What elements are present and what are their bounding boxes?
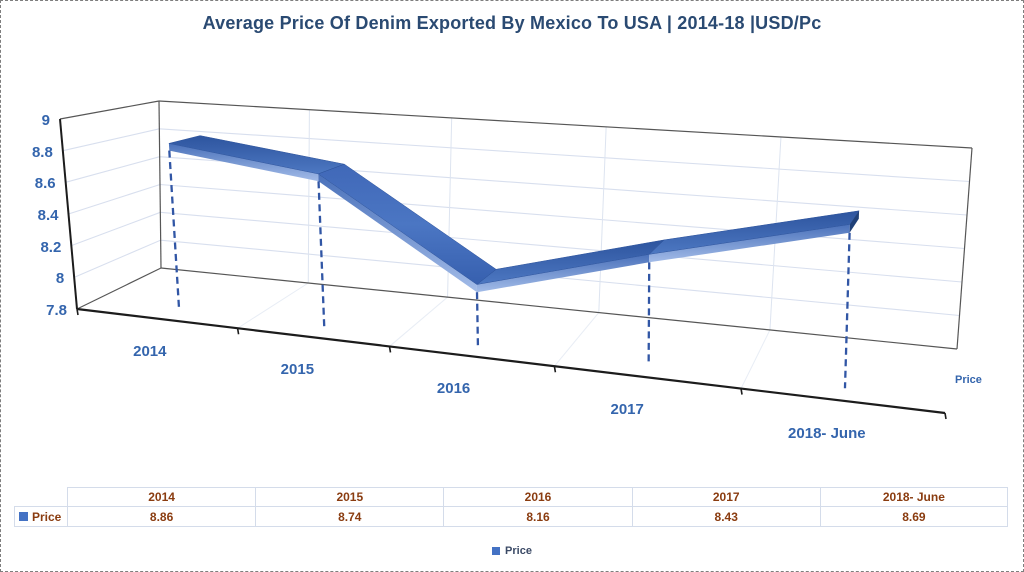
y-axis-label: 8.4 [37, 207, 59, 224]
chart-title: Average Price Of Denim Exported By Mexic… [202, 13, 822, 33]
ribbon-front-face[interactable] [168, 143, 319, 182]
table-value-cell: 8.16 [443, 506, 632, 527]
table-header-cell: 2016 [443, 487, 632, 506]
y-axis-label: 8.6 [34, 175, 56, 193]
table-corner-cell [14, 487, 67, 506]
ribbon-end-cap [849, 210, 860, 233]
chart-legend[interactable]: Price [1, 545, 1023, 557]
y-axis-label: 9 [41, 112, 50, 129]
ribbon-front-face[interactable] [649, 224, 850, 263]
x-axis-label: 2017 [610, 400, 644, 418]
table-header-cell: 2018- June [819, 487, 1008, 506]
table-header-cell: 2017 [631, 487, 820, 506]
ribbon-front-face[interactable] [318, 173, 477, 293]
y-axis-label: 7.8 [46, 302, 67, 319]
legend-label: Price [505, 545, 532, 557]
x-axis-label: 2018- June [788, 424, 866, 442]
legend-swatch-icon [492, 547, 501, 555]
y-axis-label: 8 [55, 270, 65, 288]
drop-line [647, 262, 651, 366]
table-value-cell: 8.86 [67, 506, 256, 527]
y-axis-label: 8.2 [40, 238, 62, 256]
x-axis-label: 2014 [133, 343, 167, 361]
table-row-label: Price [14, 506, 67, 527]
x-axis-label: 2016 [436, 379, 471, 397]
x-axis-label: 2015 [280, 361, 315, 379]
table-header-cell: 2014 [67, 487, 256, 506]
drop-line [475, 292, 480, 346]
table-value-cell: 8.74 [255, 506, 444, 527]
drop-line [843, 232, 851, 389]
table-row-label-text: Price [32, 509, 62, 524]
ribbon-segment[interactable] [317, 163, 497, 285]
drop-line [168, 150, 181, 311]
table-value-cell: 8.69 [819, 506, 1008, 527]
ribbon-front-face[interactable] [476, 254, 650, 293]
table-value-cell: 8.43 [631, 506, 820, 527]
table-header-cell: 2015 [255, 487, 444, 506]
drop-line [317, 181, 326, 328]
data-table[interactable]: 2014 2015 2016 2017 2018- June Price 8.86 8.74 8… [14, 487, 1008, 527]
series-axis-label: Price [955, 374, 982, 386]
plot-area-3d[interactable] [1, 1, 1024, 481]
series-swatch-icon [19, 512, 28, 521]
y-axis-label: 8.8 [31, 143, 53, 161]
